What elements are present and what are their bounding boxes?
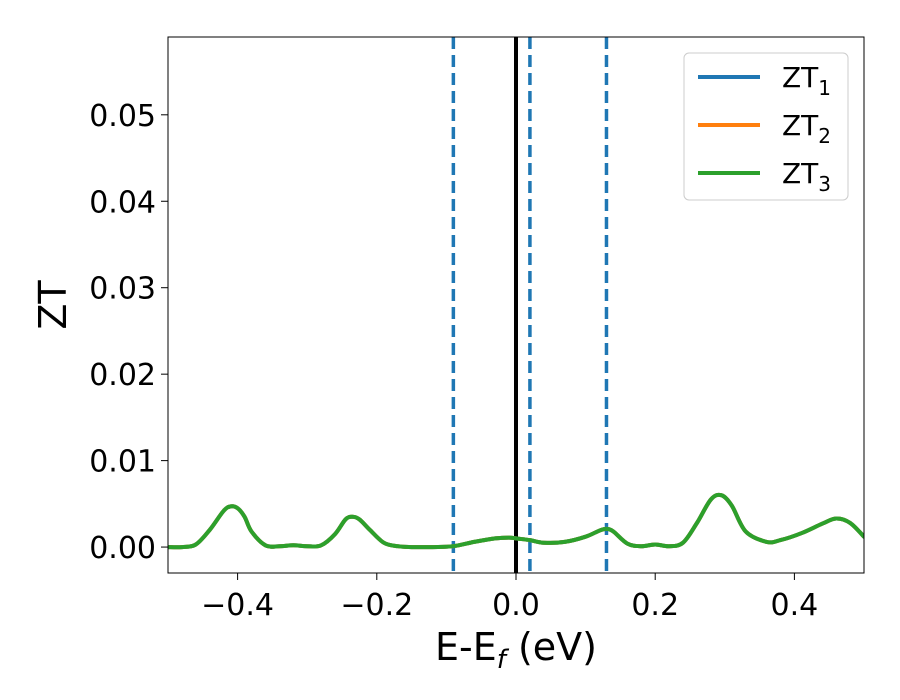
y-tick-label: 0.01 [89, 445, 156, 480]
legend: ZT1 ZT2 ZT3 [683, 52, 849, 201]
x-axis-ticks: −0.4 −0.2 0.0 0.2 0.4 [201, 573, 818, 623]
x-tick-label: 0.2 [631, 588, 679, 623]
legend-box [683, 52, 849, 201]
y-tick-label: 0.02 [89, 358, 156, 393]
y-tick-label: 0.04 [89, 185, 156, 220]
y-tick-label: 0.03 [89, 272, 156, 307]
x-tick-label: −0.2 [340, 588, 413, 623]
x-label-unit: (eV) [506, 625, 597, 669]
series-line-zt3 [168, 492, 864, 550]
x-tick-label: 0.4 [771, 588, 819, 623]
x-tick-label: 0.0 [492, 588, 540, 623]
legend-label-zt2: ZT2 [782, 109, 831, 148]
y-tick-label: 0.05 [89, 99, 156, 134]
y-axis-label: ZT [31, 280, 75, 330]
legend-label-zt3: ZT3 [782, 157, 831, 196]
x-tick-label: −0.4 [201, 588, 274, 623]
y-axis-ticks: 0.00 0.01 0.02 0.03 0.04 0.05 [89, 99, 168, 566]
legend-label-zt1: ZT1 [782, 61, 831, 100]
x-label-main: E-E [435, 625, 497, 669]
plot-layer [168, 37, 864, 573]
y-tick-label: 0.00 [89, 531, 156, 566]
x-axis-label: E-Ef (eV) [435, 625, 597, 675]
plot-marks [168, 37, 864, 573]
